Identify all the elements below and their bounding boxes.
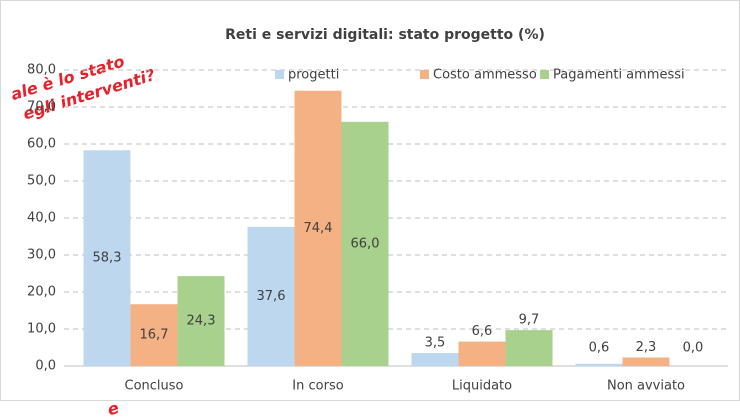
legend-label: Pagamenti ammessi [553, 68, 685, 83]
bar [247, 226, 295, 366]
y-tick-label: 20,0 [27, 285, 56, 300]
data-label: 74,4 [304, 221, 333, 236]
x-tick-label: Liquidato [452, 379, 512, 394]
data-label: 58,3 [93, 251, 122, 266]
bar [294, 90, 342, 366]
y-tick-label: 10,0 [27, 322, 56, 337]
bar [130, 304, 178, 366]
y-tick-label: 70,0 [27, 100, 56, 115]
legend-label: progetti [288, 68, 339, 83]
data-label: 0,0 [683, 341, 704, 356]
chart-title: Reti e servizi digitali: stato progetto … [225, 27, 545, 43]
y-tick-label: 0,0 [35, 359, 56, 374]
bar [458, 341, 506, 366]
x-tick-label: Non avviato [607, 379, 685, 394]
y-tick-label: 50,0 [27, 174, 56, 189]
data-label: 24,3 [187, 314, 216, 329]
y-tick-label: 40,0 [27, 211, 56, 226]
bar [411, 353, 459, 366]
data-label: 2,3 [636, 340, 657, 355]
bar [622, 357, 670, 366]
data-label: 6,6 [472, 324, 493, 339]
bar [83, 150, 131, 366]
y-tick-label: 60,0 [27, 137, 56, 152]
data-label: 66,0 [351, 236, 380, 251]
data-label: 0,6 [589, 341, 610, 356]
x-tick-label: In corso [292, 379, 343, 394]
legend-label: Costo ammesso [433, 68, 537, 83]
data-label: 9,7 [519, 313, 540, 328]
legend-swatch [275, 70, 284, 79]
bar [177, 276, 225, 366]
data-label: 3,5 [425, 336, 446, 351]
data-label: 37,6 [257, 289, 286, 304]
legend-swatch [420, 70, 429, 79]
annotation: e [105, 398, 121, 419]
y-tick-label: 30,0 [27, 248, 56, 263]
bar [505, 330, 553, 366]
x-tick-label: Concluso [125, 379, 184, 394]
legend-swatch [540, 70, 549, 79]
bar [341, 121, 389, 366]
y-tick-label: 80,0 [27, 63, 56, 78]
data-label: 16,7 [140, 328, 169, 343]
bar [575, 363, 623, 366]
